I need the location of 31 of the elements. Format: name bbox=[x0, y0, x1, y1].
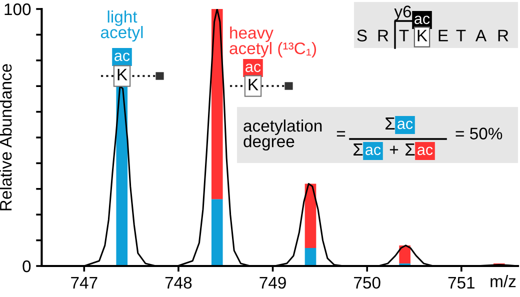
annotation: y6 bbox=[394, 6, 412, 21]
annotation: Σ bbox=[354, 144, 363, 156]
annotation: ac bbox=[114, 52, 130, 62]
x-axis-title: m/z bbox=[490, 274, 516, 288]
annotation: Σ bbox=[406, 144, 415, 156]
x-tick-label: 750 bbox=[354, 276, 380, 289]
annotation: ac bbox=[246, 64, 261, 72]
bar bbox=[304, 184, 316, 248]
bar bbox=[399, 245, 410, 264]
x-tick-label: 749 bbox=[260, 276, 286, 289]
y-tick-label: 0 bbox=[22, 260, 31, 272]
annotation: ac bbox=[418, 146, 433, 156]
annotation: = 50% bbox=[456, 128, 502, 140]
annotation: K bbox=[118, 68, 128, 80]
annotation: light acetyl bbox=[100, 10, 143, 42]
annotation: heavy acetyl (¹³C₁) bbox=[230, 26, 316, 58]
annotation: ac bbox=[414, 16, 430, 24]
x-tick-label: 751 bbox=[448, 277, 474, 289]
x-tick-label: 748 bbox=[165, 276, 192, 289]
annotation: Σ bbox=[386, 118, 395, 130]
annotation: = bbox=[336, 131, 346, 137]
bar bbox=[211, 199, 223, 266]
x-tick-label: 747 bbox=[71, 277, 98, 288]
annotation: K bbox=[248, 78, 258, 90]
annotation: ac bbox=[366, 146, 381, 156]
annotation: ac bbox=[398, 120, 413, 130]
annotation: acetylation degree bbox=[244, 119, 322, 151]
bar bbox=[211, 9, 223, 200]
annotation: + bbox=[390, 146, 398, 154]
bar bbox=[304, 248, 316, 266]
y-tick-label: 100 bbox=[4, 3, 31, 16]
